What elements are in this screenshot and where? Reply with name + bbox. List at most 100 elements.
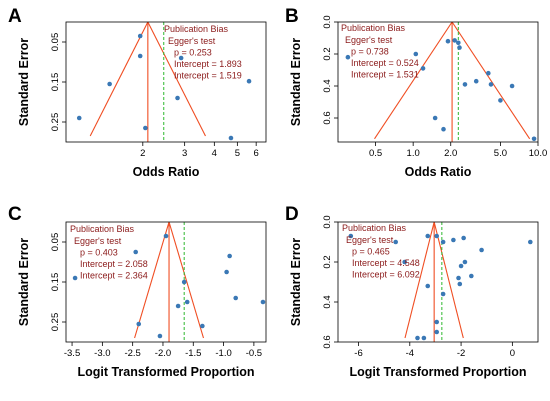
y-tick-label: 0.0: [322, 15, 333, 28]
data-point: [181, 279, 187, 285]
data-point: [462, 82, 468, 87]
egger-test-line: Egger's test: [346, 235, 394, 245]
data-point: [143, 125, 148, 131]
plot-area: [348, 222, 533, 342]
data-point: [462, 259, 468, 265]
panel-a: A 2 3 4 5 6 0.05 0.15 0.25 Odds Ratio Standard Er…: [8, 6, 267, 179]
x-tick-label: 3: [182, 148, 187, 159]
data-point: [445, 38, 451, 44]
data-point: [76, 115, 82, 121]
x-tick-label: -0.5: [246, 348, 262, 359]
data-point: [413, 51, 419, 57]
y-tick-label: 0.05: [50, 33, 61, 52]
egger-test-line: Intercept = 2.058: [80, 259, 148, 269]
x-axis-title: Odds Ratio: [405, 165, 472, 179]
egger-test-line: Intercept = 4.548: [352, 258, 420, 268]
data-point: [425, 233, 431, 239]
data-point: [402, 259, 407, 265]
x-tick-label: -2.5: [124, 348, 140, 359]
data-point: [200, 323, 205, 329]
x-tick-label: -2: [457, 348, 465, 359]
panel-c: C -3.5 -3.0 -2.5 -2.0 -1.5 -1.0 -0.5 0.05 0.15 0.…: [8, 204, 267, 379]
data-point: [479, 247, 484, 253]
data-point: [456, 275, 461, 281]
data-point: [488, 82, 494, 87]
data-point: [469, 273, 474, 279]
publication-bias-title: Publication Bias: [70, 224, 135, 234]
publication-bias-title: Publication Bias: [342, 223, 407, 233]
data-point: [178, 55, 184, 61]
y-tick-label: 0.0: [322, 215, 333, 228]
data-point: [175, 303, 181, 309]
panel-b: B 0.5 1.0 2.0 5.0 10.0 0.0 0.2 0.4 0.6 Odds Ratio…: [285, 6, 547, 179]
funnel-left-line: [134, 222, 170, 339]
data-point: [184, 299, 190, 305]
data-point: [260, 299, 266, 305]
data-point: [72, 275, 78, 281]
y-tick-label: 0.2: [322, 255, 333, 268]
x-tick-label: 6: [254, 148, 259, 159]
x-tick-label: -2.0: [155, 348, 171, 359]
y-tick-label: 0.25: [50, 113, 61, 132]
data-point: [457, 45, 462, 50]
plot-frame: [337, 21, 539, 143]
y-axis-title: Standard Error: [289, 238, 303, 326]
plot-area: [345, 22, 537, 142]
x-tick-label: -4: [406, 348, 414, 359]
data-point: [393, 239, 398, 245]
y-axis-title: Standard Error: [17, 38, 31, 126]
data-point: [420, 66, 426, 71]
x-tick-label: 0: [510, 348, 515, 359]
data-point: [163, 233, 169, 239]
egger-test-line: Intercept = 1.519: [174, 71, 242, 81]
funnel-left-line: [404, 222, 435, 339]
funnel-right-line: [433, 222, 464, 339]
data-point: [432, 115, 438, 121]
data-point: [133, 249, 138, 255]
x-tick-label: 4: [212, 148, 217, 159]
egger-test-line: Egger's test: [168, 36, 216, 46]
egger-test-line: Intercept = 2.364: [80, 271, 148, 281]
funnel-left-line: [374, 22, 453, 140]
x-axis-title: Odds Ratio: [133, 165, 200, 179]
data-point: [157, 333, 163, 339]
x-axis-title: Logit Transformed Proportion: [77, 365, 254, 379]
data-point: [224, 269, 229, 275]
data-point: [345, 54, 351, 60]
panel-letter-d: D: [285, 204, 299, 225]
egger-test-line: Intercept = 1.531: [351, 70, 419, 80]
egger-test-line: Egger's test: [74, 236, 122, 246]
x-tick-label: -6: [354, 348, 362, 359]
plot-area: [76, 22, 252, 142]
data-point: [458, 263, 464, 269]
panel-letter-c: C: [8, 204, 22, 225]
y-axis-title: Standard Error: [17, 238, 31, 326]
egger-test-line: p = 0.403: [80, 248, 118, 258]
data-point: [434, 233, 440, 239]
egger-test-line: Intercept = 6.092: [352, 270, 420, 280]
data-point: [452, 38, 457, 43]
y-tick-label: 0.15: [50, 73, 61, 92]
data-point: [451, 237, 456, 243]
data-point: [440, 291, 446, 297]
y-tick-label: 0.4: [322, 295, 333, 308]
data-point: [434, 329, 440, 335]
x-tick-label: -3.5: [64, 348, 80, 359]
y-axis-title: Standard Error: [289, 38, 303, 126]
x-tick-label: 1.0: [407, 148, 420, 159]
x-tick-label: -3.0: [94, 348, 110, 359]
egger-test-line: p = 0.738: [351, 47, 389, 57]
panel-d: D -6 -4 -2 0 0.0 0.2 0.4 0.6 Logit Transformed P…: [285, 204, 539, 379]
panel-letter-b: B: [285, 6, 299, 27]
data-point: [137, 33, 143, 39]
x-tick-label: 0.5: [369, 148, 382, 159]
x-tick-label: -1.5: [185, 348, 201, 359]
data-point: [137, 53, 143, 59]
y-tick-label: 0.4: [322, 79, 333, 92]
y-tick-label: 0.05: [50, 233, 61, 252]
data-point: [528, 239, 533, 245]
x-tick-label: 2: [140, 148, 145, 159]
data-point: [457, 281, 463, 287]
plot-area: [72, 222, 266, 342]
